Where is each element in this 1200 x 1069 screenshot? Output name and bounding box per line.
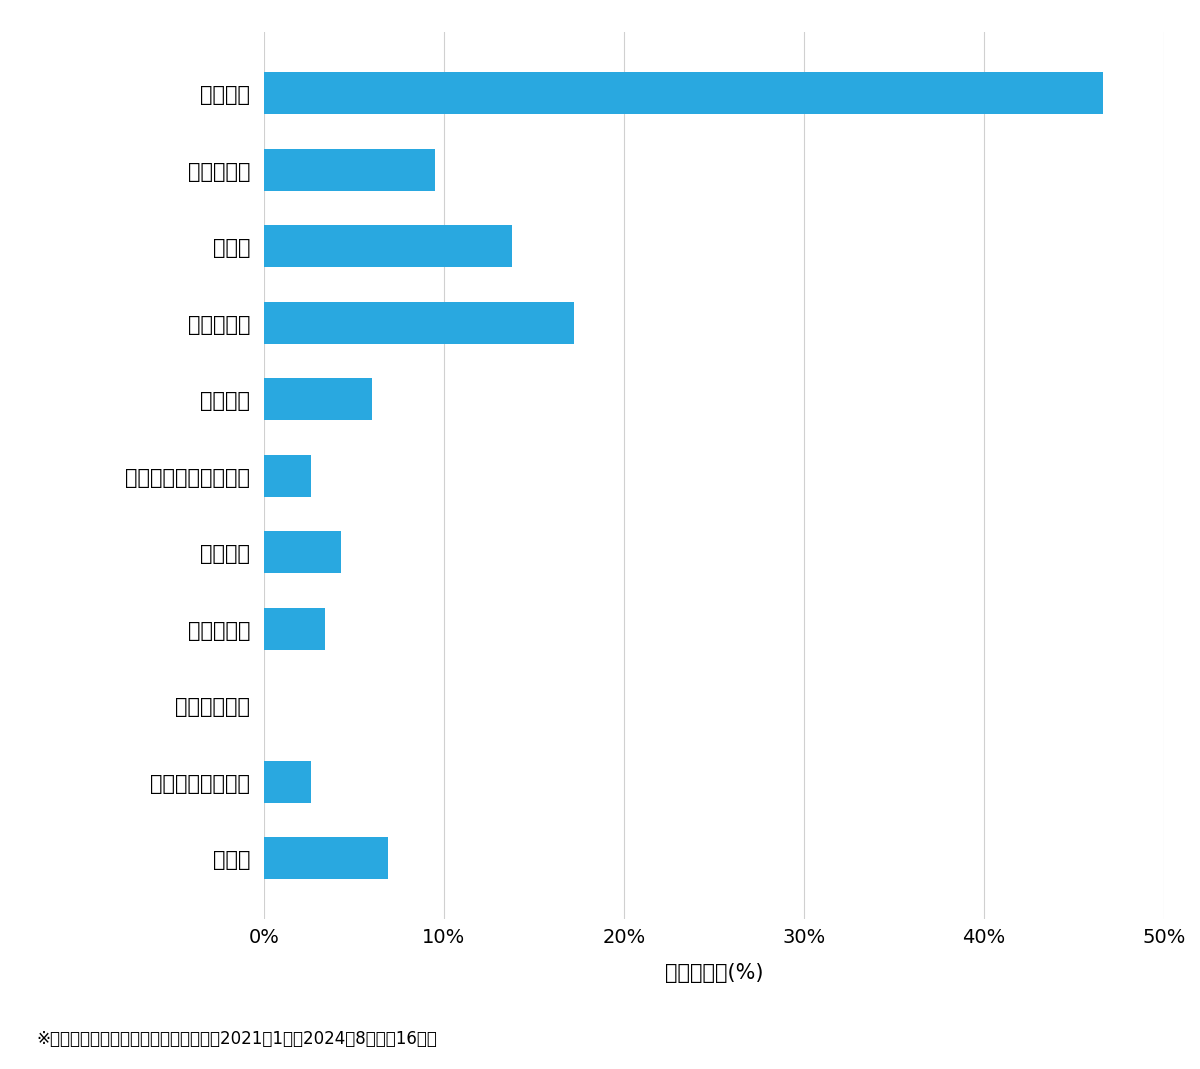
Bar <box>264 378 372 420</box>
X-axis label: 件数の割合(%): 件数の割合(%) <box>665 963 763 983</box>
Bar <box>264 73 1103 114</box>
Bar <box>264 454 311 497</box>
Bar <box>264 607 325 650</box>
Bar <box>264 226 512 267</box>
Bar <box>264 149 436 191</box>
Bar <box>264 837 389 879</box>
Bar <box>264 531 341 573</box>
Text: ※弊社受付の案件を対象に集計（期間：2021年1月～2024年8月、記16件）: ※弊社受付の案件を対象に集計（期間：2021年1月～2024年8月、記16件） <box>36 1029 437 1048</box>
Bar <box>264 301 574 344</box>
Bar <box>264 760 311 803</box>
